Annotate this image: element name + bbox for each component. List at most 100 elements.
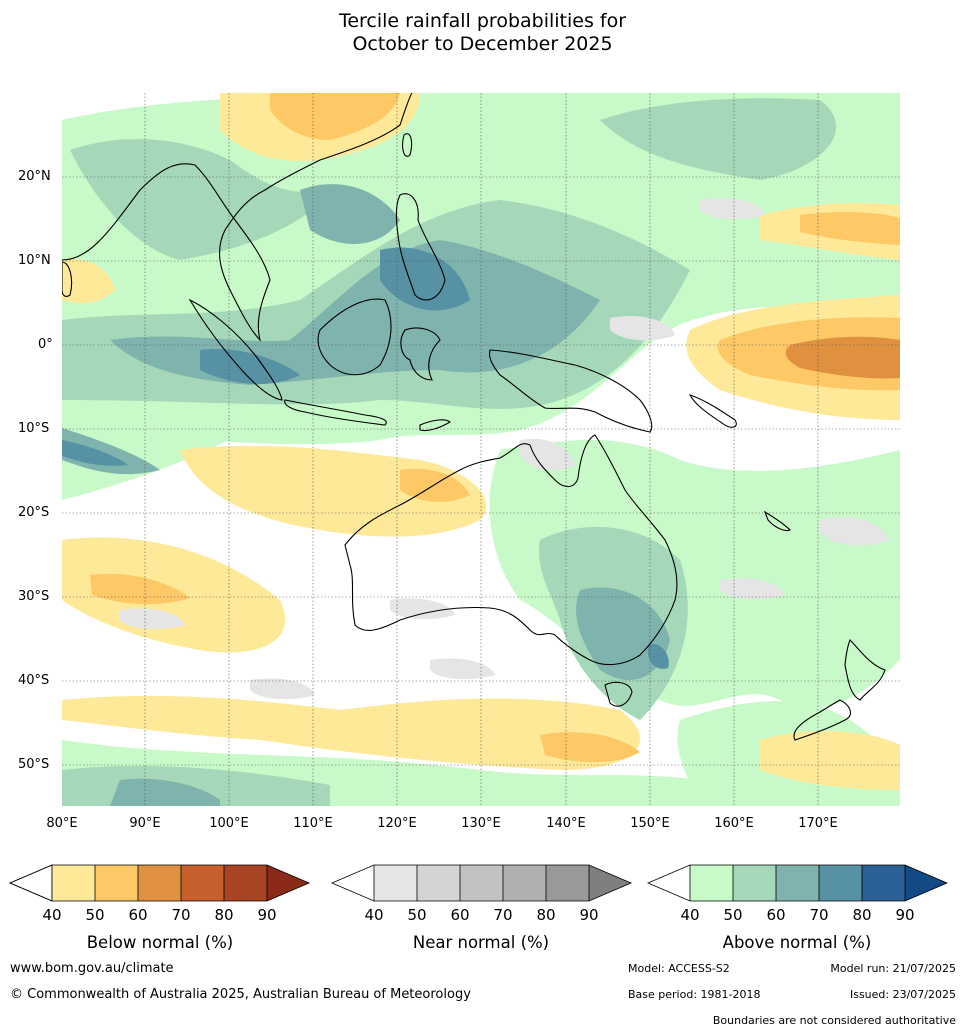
above-60-region-maritime: [110, 240, 600, 385]
lon-label-120e: 120°E: [377, 816, 417, 831]
lon-label-130e: 130°E: [461, 816, 501, 831]
near-40-region-2: [610, 315, 675, 341]
colorbar-near: [330, 864, 633, 902]
lat-label-10s: 10°S: [18, 421, 50, 436]
lat-label-10n: 10°N: [18, 253, 51, 268]
below-50-region-south-ocean: [540, 732, 640, 763]
above-60-region-south-china-sea: [300, 184, 400, 244]
tasmania-coastline: [604, 681, 633, 707]
lon-label-160e: 160°E: [714, 816, 754, 831]
lat-label-40s: 40°S: [18, 673, 50, 688]
model-label: Model: ACCESS-S2: [628, 962, 730, 975]
cbar-below-title: Below normal (%): [86, 933, 234, 952]
cbar-near-title: Near normal (%): [412, 933, 550, 952]
issued-label: Issued: 23/07/2025: [849, 988, 956, 1001]
near-40-region-4: [820, 516, 890, 546]
lat-label-50s: 50°S: [18, 757, 50, 772]
above-50-region-indochina: [70, 139, 340, 260]
asia-mainland-coastline: [62, 93, 413, 342]
near-40-region-7: [720, 578, 785, 600]
cbar-above-tick: 80: [852, 906, 872, 924]
cbar-near-tick: 40: [364, 906, 384, 924]
cbar-near-tick: 50: [407, 906, 427, 924]
lat-label-20n: 20°N: [18, 169, 51, 184]
lon-label-170e: 170°E: [798, 816, 838, 831]
cbar-below-tick: 90: [257, 906, 277, 924]
disclaimer-text: Boundaries are not considered authoritat…: [712, 1014, 956, 1027]
map-title: Tercile rainfall probabilities for Octob…: [0, 10, 965, 56]
colorbar-below: [8, 864, 311, 902]
philippines-coastline: [395, 193, 446, 301]
above-70-region-tasman: [647, 644, 669, 669]
lon-label-100e: 100°E: [209, 816, 249, 831]
lon-label-150e: 150°E: [630, 816, 670, 831]
taiwan-coastline: [401, 133, 413, 157]
below-50-region-southwest: [90, 573, 190, 605]
solomon-islands-coastline: [688, 394, 737, 428]
probability-field: [62, 93, 900, 806]
title-line-1: Tercile rainfall probabilities for: [338, 10, 627, 32]
near-40-region-8: [430, 658, 495, 680]
cbar-above-tick: 50: [723, 906, 743, 924]
model-run-label: Model run: 21/07/2025: [830, 962, 956, 975]
sumatra-coastline: [188, 298, 283, 401]
cbar-above-tick: 40: [680, 906, 700, 924]
lon-label-140e: 140°E: [546, 816, 586, 831]
cbar-above-tick: 60: [766, 906, 786, 924]
sulawesi-coastline: [400, 327, 441, 381]
below-50-region-north-australia: [400, 468, 470, 502]
lon-label-90e: 90°E: [129, 816, 161, 831]
cbar-near-tick: 70: [493, 906, 513, 924]
coastlines: [62, 93, 886, 741]
new-zealand-north-coastline: [844, 639, 886, 701]
below-40-region-bay-of-bengal: [62, 259, 115, 303]
below-60-region-equatorial-pacific: [785, 336, 900, 379]
above-70-region-maritime: [200, 349, 300, 385]
cbar-below-tick: 40: [42, 906, 62, 924]
near-40-region-5: [390, 598, 455, 620]
colorbar-above: [646, 864, 949, 902]
above-60-region-south: [110, 778, 220, 806]
cbar-above-title: Above normal (%): [722, 933, 872, 952]
below-40-region-north-australia: [180, 445, 487, 537]
cbar-near-tick: 90: [579, 906, 599, 924]
below-50-region-north-pacific: [800, 212, 900, 245]
above-70-region-indian: [62, 440, 128, 466]
above-60-region-east-australia: [576, 587, 670, 680]
lon-label-110e: 110°E: [293, 816, 333, 831]
cbar-near-tick: 80: [536, 906, 556, 924]
near-40-region-9: [250, 678, 315, 700]
cbar-below-tick: 60: [128, 906, 148, 924]
timor-coastline: [419, 419, 451, 432]
below-40-region-south: [62, 695, 640, 770]
base-period-label: Base period: 1981-2018: [628, 988, 761, 1001]
lon-label-80e: 80°E: [46, 816, 78, 831]
java-coastline: [284, 399, 387, 426]
copyright-text: © Commonwealth of Australia 2025, Austra…: [10, 987, 471, 1002]
cbar-near-tick: 60: [450, 906, 470, 924]
cbar-below-tick: 80: [214, 906, 234, 924]
cbar-above-tick: 90: [895, 906, 915, 924]
sri-lanka-coastline: [62, 261, 73, 297]
australia-coastline: [344, 434, 678, 666]
new-caledonia-coastline: [763, 510, 791, 532]
above-70-region-philippines-sea: [380, 247, 470, 311]
above-50-region-west-pacific: [600, 98, 837, 180]
borneo-coastline: [317, 298, 392, 376]
cbar-below-tick: 50: [85, 906, 105, 924]
new-guinea-coastline: [488, 349, 653, 433]
cbar-below-tick: 70: [171, 906, 191, 924]
cbar-above-tick: 70: [809, 906, 829, 924]
lat-label-30s: 30°S: [18, 589, 50, 604]
near-40-region-1: [520, 438, 575, 471]
lat-label-equator: 0°: [38, 337, 53, 352]
title-line-2: October to December 2025: [352, 33, 613, 55]
new-zealand-south-coastline: [793, 699, 851, 741]
below-50-region-south-china: [270, 93, 400, 140]
website-link[interactable]: www.bom.gov.au/climate: [10, 961, 174, 976]
below-40-region-south-of-nz: [760, 730, 900, 790]
near-40-region-6: [120, 608, 185, 630]
lat-label-20s: 20°S: [18, 505, 50, 520]
near-40-region-3: [700, 198, 765, 220]
